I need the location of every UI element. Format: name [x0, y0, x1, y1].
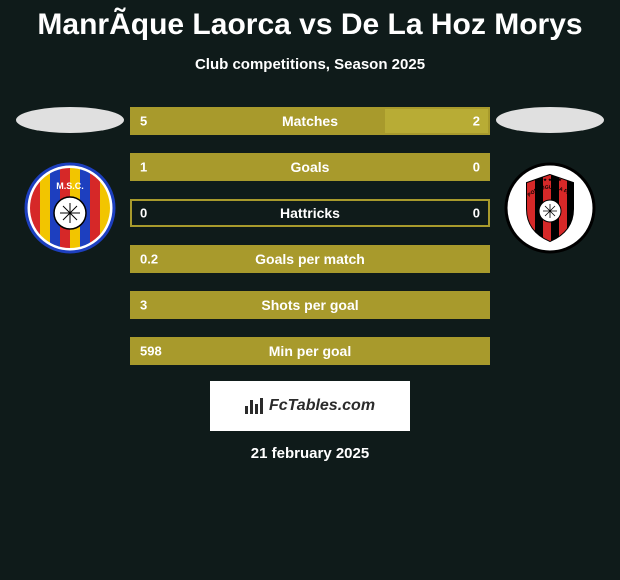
fctables-watermark: FcTables.com	[210, 381, 410, 431]
stat-bars: 5 2 Matches 1 0 Goals 0 0 Hattricks 0.2 Goals per …	[130, 107, 490, 365]
stat-label: Min per goal	[269, 343, 351, 359]
stat-bar-left	[132, 109, 385, 133]
page-title: ManrÃ­que Laorca vs De La Hoz Morys	[0, 0, 620, 42]
subtitle: Club competitions, Season 2025	[0, 56, 620, 73]
left-club-badge-icon: M.S.C.	[23, 161, 117, 255]
stat-label: Shots per goal	[261, 297, 358, 313]
stat-value-left: 0.2	[140, 252, 158, 267]
stat-row: 0.2 Goals per match	[130, 245, 490, 273]
stat-value-left: 5	[140, 114, 147, 129]
stat-value-right: 2	[473, 114, 480, 129]
footer-date: 21 february 2025	[0, 445, 620, 462]
stat-row: 5 2 Matches	[130, 107, 490, 135]
left-club-badge: M.S.C.	[23, 161, 117, 255]
stat-label: Hattricks	[280, 205, 340, 221]
stat-value-left: 3	[140, 298, 147, 313]
right-club-badge: ★ ★ ★ ★ ★ PORTUGUESA F.C.	[503, 161, 597, 255]
stat-row: 0 0 Hattricks	[130, 199, 490, 227]
fctables-bars-icon	[245, 398, 263, 414]
stat-label: Matches	[282, 113, 338, 129]
stat-label: Goals per match	[255, 251, 365, 267]
comparison-panel: M.S.C. 5 2 Matches 1 0 Goals 0 0 Hattricks 0.2 Goa…	[0, 107, 620, 365]
left-country-flag	[16, 107, 124, 133]
stat-value-right: 0	[473, 206, 480, 221]
stat-value-right: 0	[473, 160, 480, 175]
right-column: ★ ★ ★ ★ ★ PORTUGUESA F.C.	[490, 107, 610, 255]
svg-text:M.S.C.: M.S.C.	[56, 181, 84, 191]
stat-row: 3 Shots per goal	[130, 291, 490, 319]
right-country-flag	[496, 107, 604, 133]
stat-value-left: 1	[140, 160, 147, 175]
stat-row: 1 0 Goals	[130, 153, 490, 181]
fctables-label: FcTables.com	[269, 397, 375, 415]
stat-value-left: 0	[140, 206, 147, 221]
right-club-badge-icon: ★ ★ ★ ★ ★ PORTUGUESA F.C.	[503, 161, 597, 255]
svg-text:★ ★ ★ ★ ★: ★ ★ ★ ★ ★	[537, 177, 562, 182]
stat-row: 598 Min per goal	[130, 337, 490, 365]
stat-value-left: 598	[140, 344, 162, 359]
stat-label: Goals	[291, 159, 330, 175]
left-column: M.S.C.	[10, 107, 130, 255]
